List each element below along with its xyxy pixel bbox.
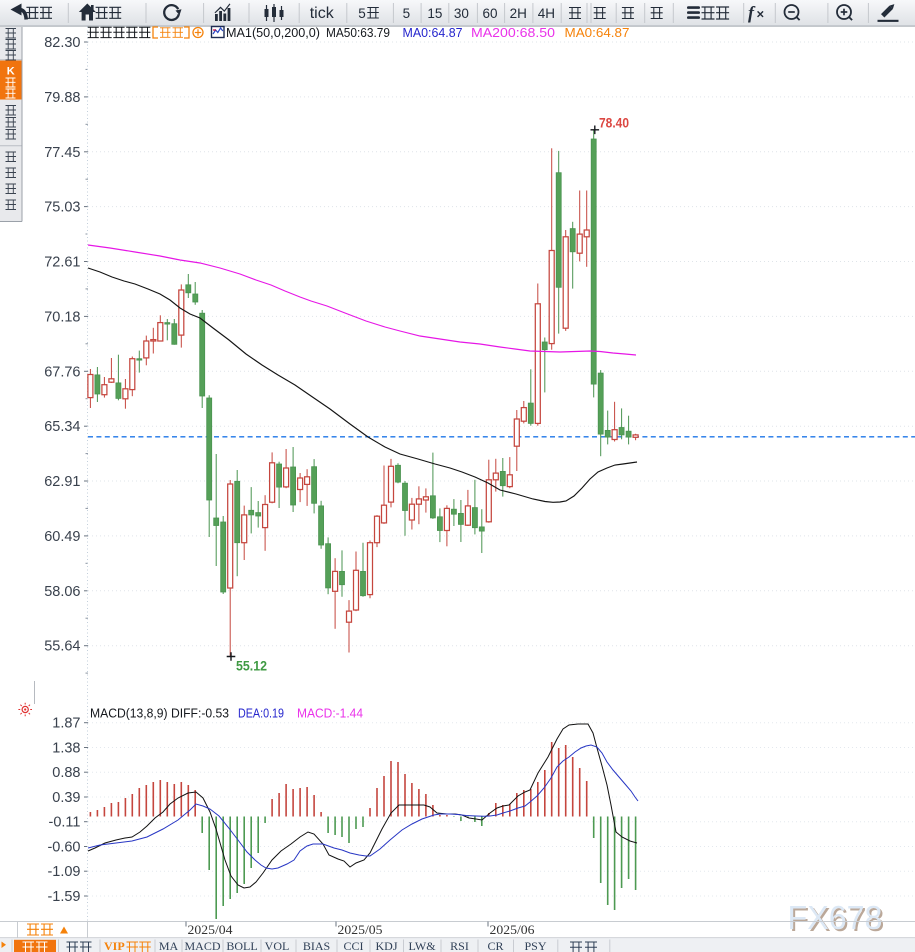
svg-text:1.87: 1.87 bbox=[52, 716, 80, 732]
svg-text:MACD: MACD bbox=[184, 939, 220, 952]
svg-text:-0.60: -0.60 bbox=[47, 840, 80, 856]
svg-text:2025/06: 2025/06 bbox=[490, 923, 535, 937]
svg-text:MA: MA bbox=[159, 939, 179, 952]
svg-text:77.45: 77.45 bbox=[44, 145, 80, 161]
svg-text:-0.11: -0.11 bbox=[49, 815, 81, 831]
svg-text:-1.59: -1.59 bbox=[47, 889, 80, 905]
svg-text:×: × bbox=[757, 7, 765, 22]
svg-text:2025/04: 2025/04 bbox=[188, 923, 234, 937]
svg-text:75.03: 75.03 bbox=[44, 200, 80, 216]
svg-text:2H: 2H bbox=[510, 6, 527, 21]
svg-text:MACD:-1.44: MACD:-1.44 bbox=[297, 707, 363, 721]
svg-text:tick: tick bbox=[310, 5, 335, 22]
svg-text:KDJ: KDJ bbox=[375, 939, 397, 952]
svg-text:70.18: 70.18 bbox=[44, 309, 80, 325]
svg-text:MA50:63.79: MA50:63.79 bbox=[326, 26, 390, 40]
svg-text:BIAS: BIAS bbox=[303, 939, 330, 952]
svg-text:30: 30 bbox=[454, 6, 469, 21]
svg-text:-1.09: -1.09 bbox=[47, 864, 80, 880]
svg-text:PSY: PSY bbox=[524, 939, 546, 952]
svg-text:MA1(50,0,200,0): MA1(50,0,200,0) bbox=[226, 26, 320, 40]
svg-text:78.40: 78.40 bbox=[599, 116, 629, 131]
svg-text:FX678: FX678 bbox=[790, 901, 885, 938]
svg-text:LW&: LW& bbox=[408, 939, 436, 952]
svg-text:VIP: VIP bbox=[104, 939, 125, 952]
svg-text:55.64: 55.64 bbox=[44, 639, 80, 655]
svg-text:58.06: 58.06 bbox=[44, 584, 80, 600]
svg-text:MA0:64.87: MA0:64.87 bbox=[565, 26, 630, 40]
svg-text:K: K bbox=[7, 66, 15, 78]
svg-text:79.88: 79.88 bbox=[44, 90, 80, 106]
svg-text:62.91: 62.91 bbox=[44, 474, 80, 490]
svg-text:CR: CR bbox=[487, 939, 503, 952]
svg-text:f: f bbox=[748, 3, 756, 23]
svg-text:MACD(13,8,9) DIFF:-0.53: MACD(13,8,9) DIFF:-0.53 bbox=[90, 707, 229, 721]
svg-text:1.38: 1.38 bbox=[52, 741, 80, 757]
svg-text:FX678: FX678 bbox=[788, 899, 883, 936]
svg-text:RSI: RSI bbox=[450, 939, 469, 952]
svg-text:2025/05: 2025/05 bbox=[338, 923, 383, 937]
svg-text:MA200:68.50: MA200:68.50 bbox=[471, 26, 555, 40]
svg-text:60.49: 60.49 bbox=[44, 529, 80, 545]
svg-text:5: 5 bbox=[403, 6, 411, 21]
svg-text:0.88: 0.88 bbox=[52, 765, 80, 781]
svg-text:0.39: 0.39 bbox=[52, 790, 80, 806]
svg-text:67.76: 67.76 bbox=[44, 364, 80, 380]
svg-text:5: 5 bbox=[358, 6, 366, 21]
svg-text:65.34: 65.34 bbox=[44, 419, 80, 435]
svg-text:82.30: 82.30 bbox=[44, 35, 80, 51]
svg-text:BOLL: BOLL bbox=[226, 939, 257, 952]
svg-text:VOL: VOL bbox=[265, 939, 290, 952]
svg-text:MA0:64.87: MA0:64.87 bbox=[403, 26, 463, 40]
svg-text:CCI: CCI bbox=[343, 939, 363, 952]
svg-text:15: 15 bbox=[427, 6, 442, 21]
svg-text:60: 60 bbox=[482, 6, 497, 21]
svg-text:4H: 4H bbox=[538, 6, 555, 21]
svg-text:DEA:0.19: DEA:0.19 bbox=[238, 707, 284, 721]
svg-text:55.12: 55.12 bbox=[236, 659, 267, 674]
svg-text:72.61: 72.61 bbox=[44, 255, 80, 271]
